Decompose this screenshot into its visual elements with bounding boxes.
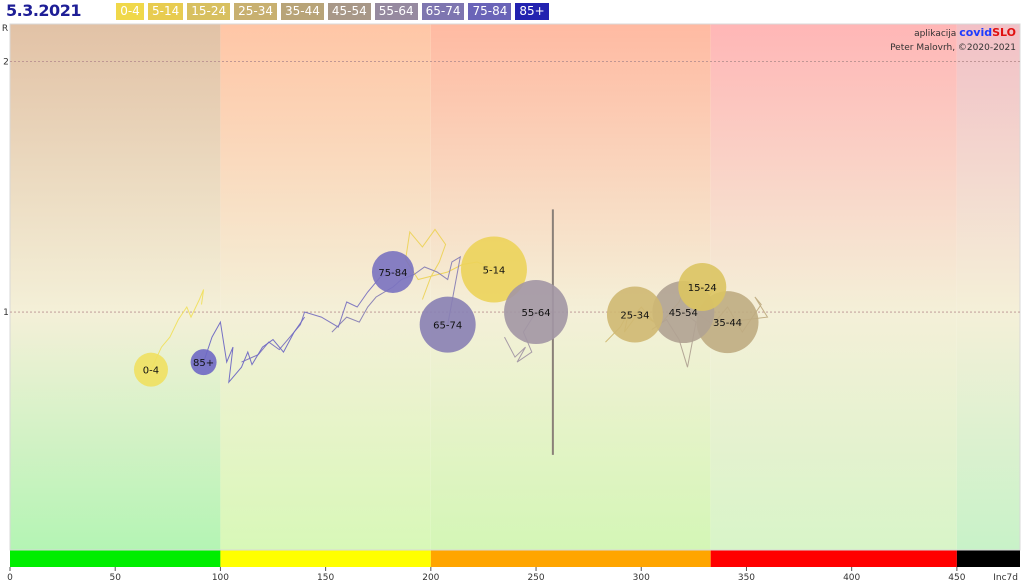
legend-item: 5-14 (148, 3, 184, 20)
plot-frame (9, 23, 1021, 551)
trail-line (241, 271, 394, 363)
zone-bar (956, 550, 1020, 567)
legend-item: 45-54 (327, 3, 371, 20)
bubble-label: 5-14 (483, 265, 506, 276)
zone-bar (10, 550, 221, 567)
x-tick-label: 0 (7, 573, 13, 582)
zone-bar (430, 550, 711, 567)
zone-bar (710, 550, 957, 567)
legend-item: 85+ (515, 3, 549, 20)
zone-background (10, 24, 221, 550)
legend-item: 55-64 (374, 3, 418, 20)
legend-item: 25-34 (234, 3, 277, 20)
bubble-85+ (190, 349, 217, 376)
brand-app-part2: SLO (992, 26, 1016, 39)
legend-item: 65-74 (421, 3, 465, 20)
zone-background (956, 24, 1020, 550)
zone-bar (220, 550, 431, 567)
bubble-label: 25-34 (620, 311, 649, 322)
brand-author: Peter Malovrh, ©2020-2021 (890, 43, 1016, 53)
brand-app-part1: covid (959, 26, 993, 39)
x-tick-label: 300 (633, 573, 650, 582)
legend-item: 35-44 (280, 3, 324, 20)
bubble-label: 75-84 (378, 268, 407, 279)
bubble-label: 65-74 (433, 321, 462, 332)
x-tick-label: 100 (212, 573, 229, 582)
bubble-label: 55-64 (522, 308, 551, 319)
trail-line (203, 316, 306, 384)
y-axis-label: R (2, 24, 8, 34)
bubble-25-34 (606, 286, 663, 343)
x-tick-label: 200 (422, 573, 439, 582)
trail-line (150, 289, 205, 370)
x-tick-label: 450 (948, 573, 965, 582)
legend-item: 75-84 (468, 3, 512, 20)
bubble-55-64 (504, 280, 569, 345)
bubble-15-24 (678, 263, 727, 311)
x-tick-label: 350 (738, 573, 755, 582)
bubble-label: 85+ (193, 358, 214, 369)
bubble-label: 45-54 (669, 308, 698, 319)
bubble-label: 0-4 (143, 366, 159, 377)
x-tick-label: 150 (317, 573, 334, 582)
y-tick-label: 2 (3, 58, 9, 68)
branding: aplikacija covidSLO Peter Malovrh, ©2020… (890, 26, 1016, 55)
bubble-5-14 (460, 236, 527, 303)
x-axis-label: Inc7d (993, 573, 1018, 582)
bubble-label: 35-44 (713, 318, 742, 329)
age-group-legend: 0-4 5-14 15-24 25-34 35-44 45-54 55-64 65-74 75-… (116, 3, 549, 20)
bubble-label: 15-24 (688, 283, 717, 294)
y-tick-label: 1 (3, 308, 9, 318)
bubble-0-4 (133, 352, 168, 387)
chart-date: 5.3.2021 (6, 1, 81, 20)
legend-item: 0-4 (116, 3, 144, 20)
bubble-75-84 (371, 250, 414, 293)
legend-item: 15-24 (187, 3, 231, 20)
x-tick-label: 400 (843, 573, 860, 582)
x-tick-label: 50 (109, 573, 121, 582)
bubble-65-74 (419, 296, 476, 353)
zone-background (710, 24, 957, 550)
x-tick-label: 250 (527, 573, 544, 582)
brand-prefix: aplikacija (914, 29, 957, 39)
